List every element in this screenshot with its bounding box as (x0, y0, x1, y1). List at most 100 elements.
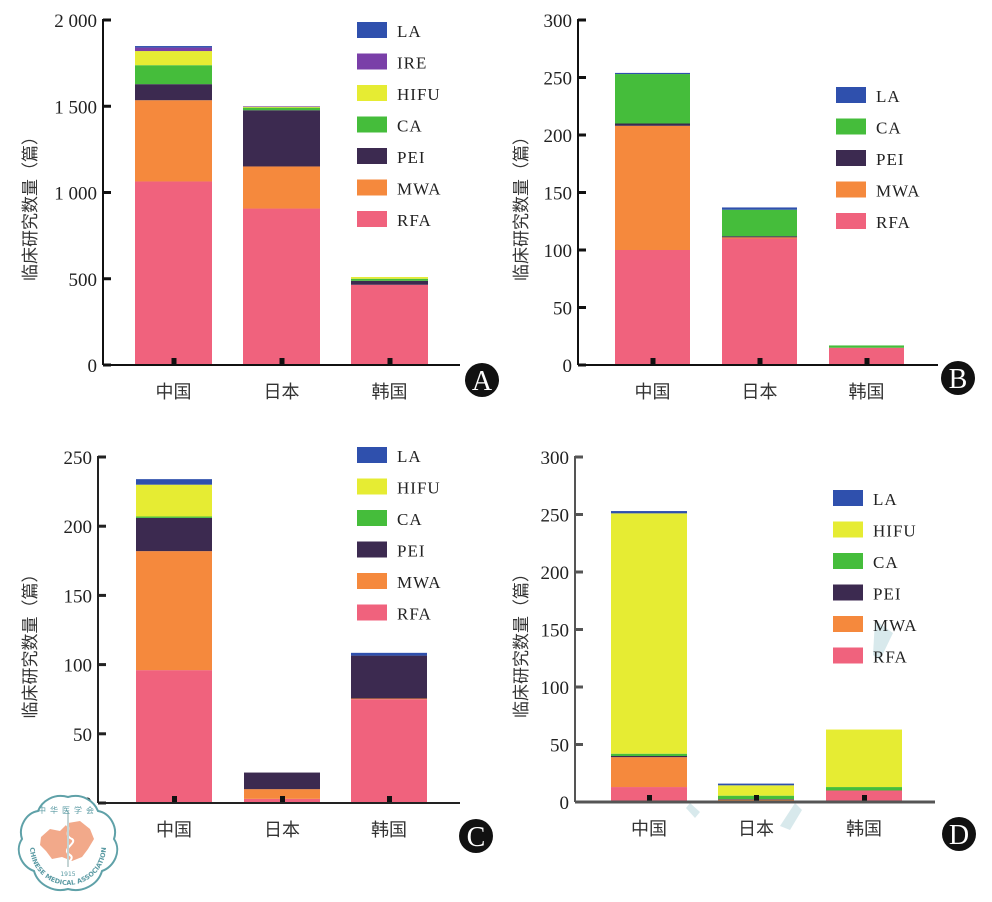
legend-label-rfa: RFA (397, 211, 432, 230)
legend-swatch-ca (357, 116, 387, 133)
x-tick-label: 中国 (631, 819, 667, 840)
legend-swatch-mwa (357, 573, 387, 589)
x-tick-mark (862, 795, 867, 803)
legend-swatch-la (833, 490, 863, 506)
legend-swatch-pei (833, 584, 863, 601)
logo-cn-text: 中华医学会 (38, 805, 98, 815)
bar-segment-la-2 (722, 207, 797, 210)
y-tick-label: 1 500 (54, 97, 97, 118)
legend-label-mwa: MWA (876, 182, 921, 201)
legend-label-la: LA (873, 490, 898, 509)
bar-segment-mwa-1 (135, 100, 212, 182)
bar-segment-la-2 (718, 783, 794, 786)
y-tick-label: 250 (64, 448, 93, 469)
bar-segment-pei-1 (615, 123, 690, 126)
y-axis-label: 临床研究数量（篇） (21, 566, 41, 719)
x-tick-mark (171, 358, 177, 366)
legend-label-mwa: MWA (397, 180, 442, 199)
legend-swatch-la (357, 447, 387, 463)
x-tick-label: 韩国 (372, 382, 408, 403)
y-tick-label: 200 (64, 517, 93, 538)
bar-segment-hifu-1 (135, 51, 212, 66)
bar-segment-la-3 (351, 652, 427, 656)
bar-segment-hifu-1 (611, 513, 687, 754)
x-tick-label: 韩国 (846, 819, 882, 840)
legend-swatch-hifu (357, 85, 387, 101)
legend-swatch-pei (357, 148, 387, 164)
bar-segment-ire-1 (135, 47, 212, 52)
legend-label-hifu: HIFU (397, 479, 441, 498)
legend-label-hifu: HIFU (397, 85, 441, 104)
bar-segment-pei-2 (243, 110, 320, 167)
bar-segment-pei-2 (244, 772, 320, 790)
y-tick-label: 50 (73, 725, 92, 746)
bar-segment-rfa-3 (829, 347, 904, 365)
bar-segment-la-1 (135, 46, 212, 48)
y-axis-label: 临床研究数量（篇） (512, 128, 532, 281)
y-tick-label: 200 (544, 126, 573, 147)
bar-segment-ca-1 (611, 753, 687, 756)
x-tick-mark (754, 795, 759, 803)
bar-segment-ire-2 (243, 106, 320, 107)
panel-badge (459, 819, 493, 853)
x-tick-mark (757, 358, 763, 366)
bar-segment-mwa-1 (615, 125, 690, 250)
panel-badge-letter: A (472, 366, 493, 397)
legend-label-ire: IRE (397, 54, 427, 73)
bar-segment-pei-3 (351, 655, 427, 699)
y-tick-label: 100 (64, 656, 93, 677)
legend-swatch-rfa (357, 211, 387, 227)
legend-swatch-pei (357, 541, 387, 558)
bar-segment-la-1 (615, 72, 690, 75)
legend-swatch-hifu (357, 478, 387, 495)
y-tick-label: 300 (541, 448, 570, 469)
y-tick-label: 500 (69, 270, 98, 291)
y-axis-label: 临床研究数量（篇） (512, 565, 532, 718)
bar-segment-rfa-1 (615, 250, 690, 365)
legend-swatch-ca (357, 510, 387, 526)
bar-segment-rfa-1 (136, 670, 212, 803)
y-tick-label: 1 000 (54, 184, 97, 205)
y-tick-label: 2 000 (54, 11, 97, 32)
x-tick-mark (387, 358, 393, 366)
bar-segment-ca-2 (722, 209, 797, 237)
legend-label-mwa: MWA (397, 573, 442, 592)
bar-segment-rfa-3 (351, 699, 427, 803)
legend-swatch-ca (833, 553, 863, 569)
logo-year: 1915 (60, 871, 75, 878)
legend-label-ca: CA (876, 119, 902, 138)
bar-segment-mwa-2 (722, 237, 797, 239)
y-tick-label: 0 (563, 356, 573, 377)
bar-segment-ca-3 (829, 345, 904, 348)
x-tick-mark (172, 796, 177, 804)
x-tick-label: 韩国 (371, 820, 407, 841)
y-tick-label: 150 (544, 184, 573, 205)
legend-swatch-hifu (833, 521, 863, 538)
panel-badge-letter: D (949, 820, 969, 851)
x-tick-label: 中国 (156, 382, 192, 403)
legend-swatch-rfa (836, 213, 866, 229)
chart-panel-d: 中国 日本 韩国 0 50 100 150 200 250 300 临床研究数量（篇） LA HIFU C… (512, 448, 976, 851)
legend-swatch-mwa (833, 616, 863, 632)
panel-badge (465, 363, 499, 397)
bar-segment-hifu-3 (351, 277, 428, 279)
panel-badge-letter: B (949, 364, 968, 395)
legend-label-rfa: RFA (397, 605, 432, 624)
y-tick-label: 100 (544, 241, 573, 262)
chart-panel-a: 中国 日本 韩国 0 500 1 000 1 500 2 000 临床研究数量（篇） LA IRE H… (21, 11, 499, 403)
x-tick-label: 日本 (264, 820, 300, 841)
bar-segment-la-1 (136, 479, 212, 485)
legend-swatch-ca (836, 118, 866, 135)
y-tick-label: 150 (64, 586, 93, 607)
bar-segment-rfa-2 (722, 238, 797, 365)
x-tick-mark (647, 795, 652, 803)
panel-badge (941, 361, 975, 395)
legend-swatch-pei (836, 150, 866, 166)
bar-segment-mwa-2 (243, 166, 320, 209)
legend-label-ca: CA (397, 117, 423, 136)
chart-panel-c: 中国日本韩国050100150200250临床研究数量（篇）LAHIFUCAPE… (21, 447, 493, 853)
x-tick-mark (279, 358, 285, 366)
legend-swatch-rfa (833, 647, 863, 664)
bar-segment-ca-2 (243, 107, 320, 111)
legend-label-la: LA (397, 447, 422, 466)
